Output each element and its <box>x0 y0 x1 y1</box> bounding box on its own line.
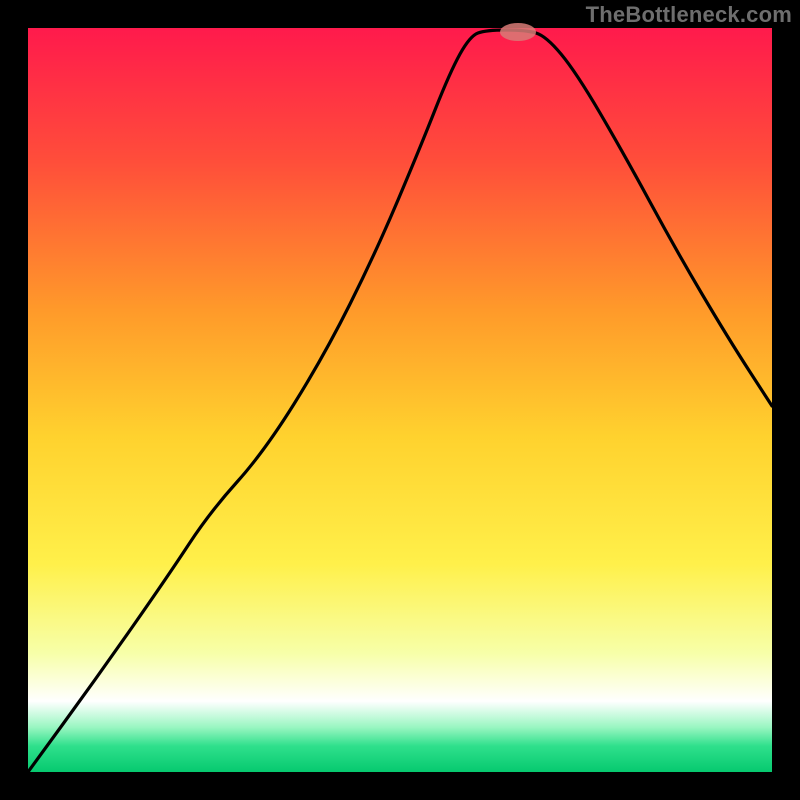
watermark-text: TheBottleneck.com <box>586 2 792 28</box>
chart-canvas <box>0 0 800 800</box>
chart-background-gradient <box>28 28 772 772</box>
bottleneck-chart: TheBottleneck.com <box>0 0 800 800</box>
optimal-point-marker <box>500 23 536 41</box>
